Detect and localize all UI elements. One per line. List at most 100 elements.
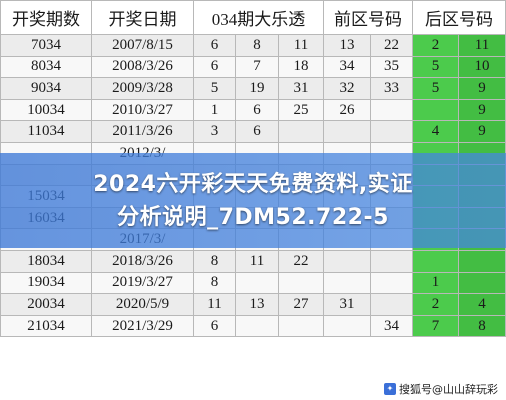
front-5-cell	[370, 271, 413, 295]
front-3-cell	[278, 314, 324, 338]
header-issue: 开奖期数	[0, 0, 92, 35]
date-cell: 2008/3/26	[91, 55, 194, 79]
header-back-zone: 后区号码	[412, 0, 506, 35]
front-2-cell: 19	[235, 77, 279, 100]
table-header-row: 开奖期数 开奖日期 034期大乐透 前区号码 后区号码	[0, 0, 506, 35]
issue-cell: 19034	[0, 271, 92, 295]
front-4-cell	[323, 314, 371, 338]
title-banner-overlay: 2024六开彩天天免费资料,实证 分析说明_7DM52.722-5	[0, 153, 506, 248]
back-1-cell: 2	[412, 293, 459, 316]
front-5-cell: 34	[370, 314, 413, 338]
back-2-cell: 9	[458, 98, 506, 122]
back-1-cell: 2	[412, 34, 459, 57]
front-4-cell: 34	[323, 55, 371, 79]
front-2-cell: 8	[235, 34, 279, 57]
date-cell: 2020/5/9	[91, 293, 194, 316]
front-5-cell: 33	[370, 77, 413, 100]
date-cell: 2021/3/29	[91, 314, 194, 338]
front-3-cell: 18	[278, 55, 324, 79]
date-cell: 2018/3/26	[91, 249, 194, 273]
back-2-cell: 4	[458, 293, 506, 316]
front-3-cell: 22	[278, 249, 324, 273]
back-2-cell: 9	[458, 120, 506, 143]
issue-cell: 10034	[0, 98, 92, 122]
front-4-cell: 13	[323, 34, 371, 57]
issue-cell: 18034	[0, 249, 92, 273]
table-row: 10034 2010/3/27 1 6 25 26 9	[0, 98, 506, 122]
issue-cell: 7034	[0, 34, 92, 57]
back-1-cell	[412, 98, 459, 122]
date-cell: 2009/3/28	[91, 77, 194, 100]
front-5-cell	[370, 120, 413, 143]
table-row: 9034 2009/3/28 5 19 31 32 33 5 9	[0, 77, 506, 100]
front-4-cell: 32	[323, 77, 371, 100]
front-2-cell: 11	[235, 249, 279, 273]
front-4-cell: 26	[323, 98, 371, 122]
front-5-cell	[370, 98, 413, 122]
issue-cell: 8034	[0, 55, 92, 79]
lottery-spreadsheet: 开奖期数 开奖日期 034期大乐透 前区号码 后区号码 7034 2007/8/1…	[0, 0, 506, 338]
table-row: 8034 2008/3/26 6 7 18 34 35 5 10	[0, 55, 506, 79]
front-1-cell: 6	[193, 55, 236, 79]
front-1-cell: 6	[193, 314, 236, 338]
front-3-cell	[278, 271, 324, 295]
front-5-cell	[370, 293, 413, 316]
table-row: 11034 2011/3/26 3 6 4 9	[0, 120, 506, 143]
front-5-cell: 35	[370, 55, 413, 79]
front-3-cell: 25	[278, 98, 324, 122]
front-4-cell: 31	[323, 293, 371, 316]
back-2-cell: 10	[458, 55, 506, 79]
back-1-cell	[412, 249, 459, 273]
front-5-cell: 22	[370, 34, 413, 57]
front-3-cell: 11	[278, 34, 324, 57]
date-cell: 2011/3/26	[91, 120, 194, 143]
front-2-cell	[235, 271, 279, 295]
front-1-cell: 8	[193, 271, 236, 295]
sohu-logo-icon: ✦	[384, 383, 396, 395]
front-1-cell: 5	[193, 77, 236, 100]
back-1-cell: 4	[412, 120, 459, 143]
back-2-cell	[458, 271, 506, 295]
watermark-text: 搜狐号@山山辞玩彩	[399, 383, 498, 396]
date-cell: 2010/3/27	[91, 98, 194, 122]
back-1-cell: 1	[412, 271, 459, 295]
header-draw-title: 034期大乐透	[193, 0, 324, 35]
back-2-cell: 8	[458, 314, 506, 338]
table-row: 18034 2018/3/26 8 11 22	[0, 249, 506, 273]
table-row: 20034 2020/5/9 11 13 27 31 2 4	[0, 293, 506, 316]
back-1-cell: 5	[412, 55, 459, 79]
issue-cell: 20034	[0, 293, 92, 316]
header-date: 开奖日期	[91, 0, 194, 35]
back-1-cell: 5	[412, 77, 459, 100]
issue-cell: 11034	[0, 120, 92, 143]
table-row: 19034 2019/3/27 8 1	[0, 271, 506, 295]
banner-title-line-1: 2024六开彩天天免费资料,实证	[93, 171, 413, 197]
table-row: 21034 2021/3/29 6 34 7 8	[0, 314, 506, 338]
banner-title-line-2: 分析说明_7DM52.722-5	[117, 204, 389, 230]
date-cell: 2007/8/15	[91, 34, 194, 57]
date-cell: 2019/3/27	[91, 271, 194, 295]
back-2-cell	[458, 249, 506, 273]
issue-cell: 9034	[0, 77, 92, 100]
front-4-cell	[323, 271, 371, 295]
front-3-cell	[278, 120, 324, 143]
front-4-cell	[323, 249, 371, 273]
front-4-cell	[323, 120, 371, 143]
table-row: 7034 2007/8/15 6 8 11 13 22 2 11	[0, 34, 506, 57]
front-1-cell: 3	[193, 120, 236, 143]
front-1-cell: 11	[193, 293, 236, 316]
front-1-cell: 8	[193, 249, 236, 273]
front-1-cell: 6	[193, 34, 236, 57]
header-front-zone: 前区号码	[323, 0, 413, 35]
front-3-cell: 31	[278, 77, 324, 100]
watermark: ✦ 搜狐号@山山辞玩彩	[384, 381, 498, 397]
back-2-cell: 9	[458, 77, 506, 100]
footer-strip: ✦ 搜狐号@山山辞玩彩	[0, 380, 506, 400]
issue-cell: 21034	[0, 314, 92, 338]
front-5-cell	[370, 249, 413, 273]
back-2-cell: 11	[458, 34, 506, 57]
front-1-cell: 1	[193, 98, 236, 122]
front-2-cell: 6	[235, 120, 279, 143]
back-1-cell: 7	[412, 314, 459, 338]
front-2-cell: 7	[235, 55, 279, 79]
